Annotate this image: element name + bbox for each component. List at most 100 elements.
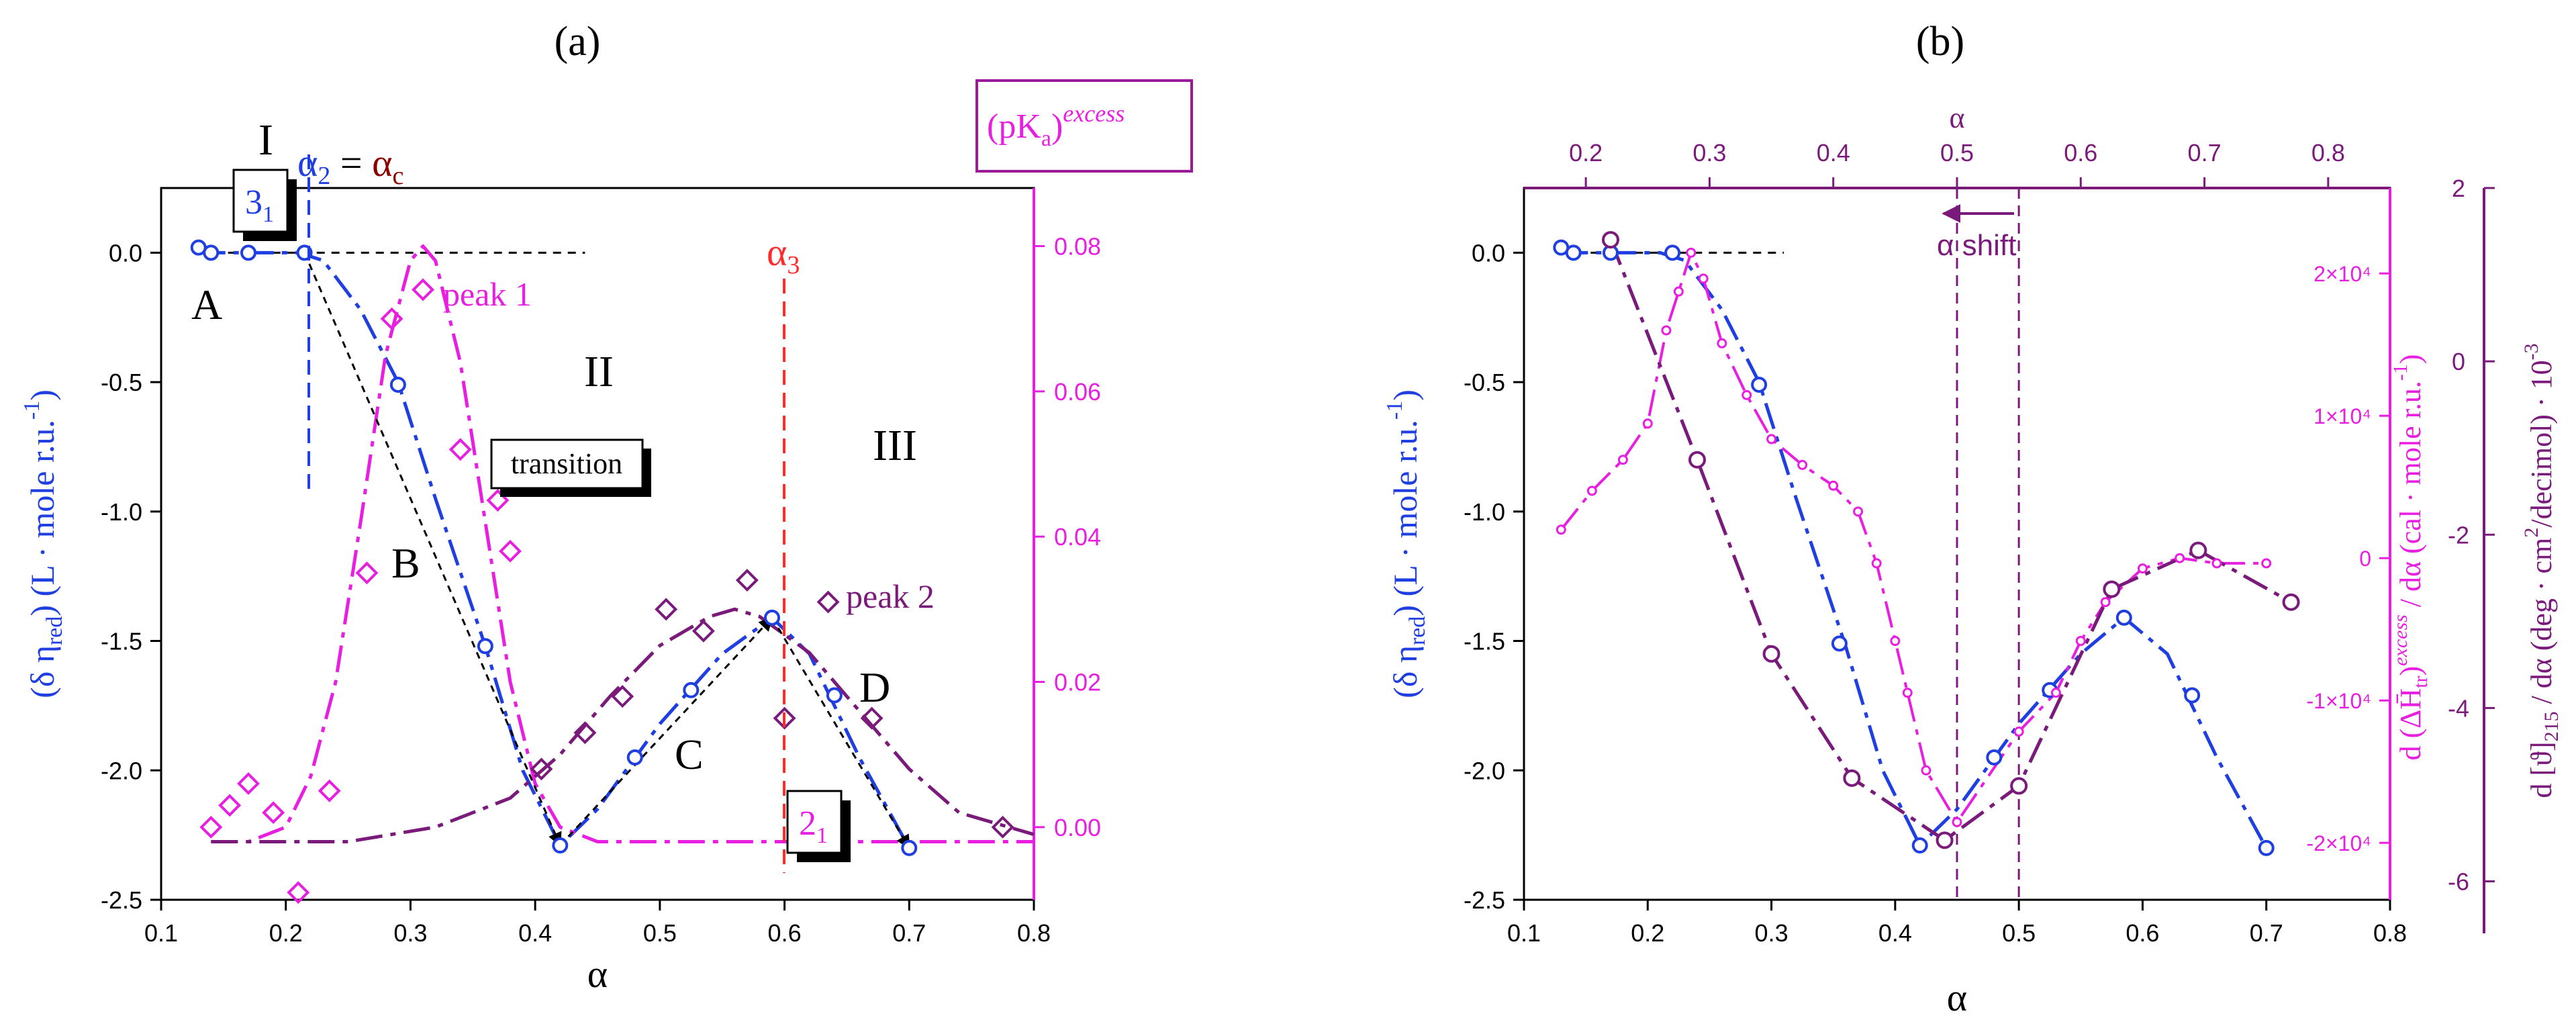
segment-line [303,252,562,847]
panel-a-right-tick-label: 0.00 [1054,814,1101,841]
panel-b-x-tick-label: 0.5 [2002,919,2036,947]
dH-excess-point [1828,480,1839,491]
box-2-1-label: 21 [799,804,828,848]
box-2-1 [786,790,843,854]
delta-eta-point [901,839,918,856]
pka-excess-point [530,757,553,781]
panel-b-y-tick-label: -2.5 [1464,886,1505,914]
dH-excess-point [1661,325,1672,336]
dtheta-line [1609,239,2292,843]
dtheta-point [1762,645,1780,663]
delta-eta-point [2184,687,2201,704]
alpha2-label: α2 = αc [297,141,403,190]
panel-b-x-tick-label: 0.3 [1755,919,1788,947]
panel-b-right1-tick-label: 2×10⁴ [2313,262,2371,286]
segment-line [771,617,910,849]
dH-excess-point [1686,247,1697,258]
dtheta-point [2282,593,2300,611]
panel-b-top-tick-label: 0.2 [1569,139,1603,167]
panel-b-x-tick-label: 0.1 [1507,919,1541,947]
pka-excess-point [218,794,242,817]
dH-excess-point [1742,389,1752,400]
panel-b-y-tick-label: -1.5 [1464,628,1505,655]
panel-a-x-label: α [587,952,608,996]
panel-b-x-ticks: 0.1 0.2 0.3 0.4 0.5 0.6 0.7 0.8 [1507,900,2407,947]
delta-eta-point [552,837,569,854]
pka-excess-point [816,590,840,614]
panel-b-top-ticks: 0.2 0.3 0.4 0.5 0.6 0.7 0.8 [1569,139,2345,188]
transition-label: transition [511,447,622,480]
delta-eta-point [1986,749,2003,765]
panel-a: (a) 0.1 0.2 0.3 0.4 0.5 0.6 0.7 0.8 0.0 -0.5 -1.0… [19,19,1193,996]
delta-eta-point [1911,837,1928,854]
pka-excess-point [991,815,1014,839]
alpha-shift-label: α shift [1937,229,2016,262]
segment-line [559,616,773,847]
panel-a-y-ticks: 0.0 -0.5 -1.0 -1.5 -2.0 -2.5 [101,239,161,914]
panel-b-top-tick-label: 0.7 [2188,139,2222,167]
pka-excess-point [380,307,403,330]
dtheta-point [2103,580,2121,598]
panel-a-x-tick-label: 0.4 [518,919,552,947]
panel-a-x-tick-label: 0.7 [892,919,926,947]
dH-excess-point [1952,817,1962,827]
dtheta-point [1936,831,1954,849]
dH-excess-point [2175,553,2185,563]
panel-b-right2-tick-label: -6 [2448,868,2469,896]
pka-excess-point [499,539,522,563]
panel-b-y-tick-label: -1.0 [1464,498,1505,526]
delta-eta-point [826,687,843,704]
panel-a-y-tick-label: -1.0 [101,498,142,526]
dH-excess-point [1797,459,1808,470]
delta-eta-point [477,638,493,655]
dtheta-point [2189,541,2207,559]
pka-excess-point [773,706,796,730]
pka-excess-point [199,815,223,839]
panel-b: (b) 0.1 0.2 0.3 0.4 0.5 0.6 0.7 0.8 0.2 0.3 0.4 0.… [1382,19,2563,1019]
delta-eta-point [1831,635,1848,652]
dH-excess-point [2075,636,2086,647]
delta-eta-point [1664,244,1681,261]
dH-excess-point [2100,597,2111,608]
delta-eta-point [389,376,406,393]
annotation-region-II: II [584,347,614,396]
dH-excess-point [1556,524,1566,535]
dtheta-point [1602,231,1619,249]
delta-eta-point [240,244,256,261]
dH-excess-point [2261,558,2272,569]
panel-b-right1-label: d (ΔH̄tr)excess / dα (cal · mole r.u.-1) [2389,354,2432,760]
panel-b-y-tick-label: -0.5 [1464,369,1505,396]
panel-b-y-label: (δ ηred) (L · mole r.u.-1) [1382,389,1430,698]
panel-a-y-label: (δ ηred) (L · mole r.u.-1) [19,389,67,698]
delta-eta-point [1565,244,1582,261]
panel-b-right2-label: d [ϑ]215 / dα (deg · cm2/decimol) · 10-3 [2520,343,2563,798]
pka-excess-point [287,881,310,904]
panel-b-right2-tick-label: 0 [2452,348,2465,375]
panel-a-x-ticks: 0.1 0.2 0.3 0.4 0.5 0.6 0.7 0.8 [144,900,1051,947]
panel-b-alpha-lines [1956,188,2020,900]
pka-excess-title-box [975,79,1193,173]
panel-b-series-line-1 [1561,250,2268,849]
panel-b-right1-tick-label: -2×10⁴ [2307,831,2371,855]
alpha3-label: α3 [767,230,800,279]
panel-b-top-tick-label: 0.4 [1817,139,1850,167]
dH-excess-point [1698,273,1709,284]
annotation-A: A [191,281,222,328]
panel-a-y-tick-label: -2.5 [101,886,142,914]
annotation-region-III: III [873,421,917,470]
panel-b-x-label: α [1947,976,1967,1019]
panel-b-x-tick-label: 0.2 [1631,919,1664,947]
panel-a-y-tick-label: 0.0 [109,239,142,267]
dH-excess-point [1617,455,1628,465]
pka-excess-point [412,278,434,301]
pka-excess-point [611,685,634,708]
panel-a-label: (a) [555,19,601,64]
dH-excess-point [2050,688,2061,698]
annotation-peak-1: peak 1 [443,275,532,313]
panel-b-top-tick-label: 0.8 [2311,139,2345,167]
panel-a-markers [190,239,1014,904]
dH-excess-point [1642,418,1653,429]
panel-b-right1-tick-label: -1×10⁴ [2307,689,2371,713]
panel-b-right1-ticks: 2×10⁴ 1×10⁴ 0 -1×10⁴ -2×10⁴ [2307,262,2390,855]
